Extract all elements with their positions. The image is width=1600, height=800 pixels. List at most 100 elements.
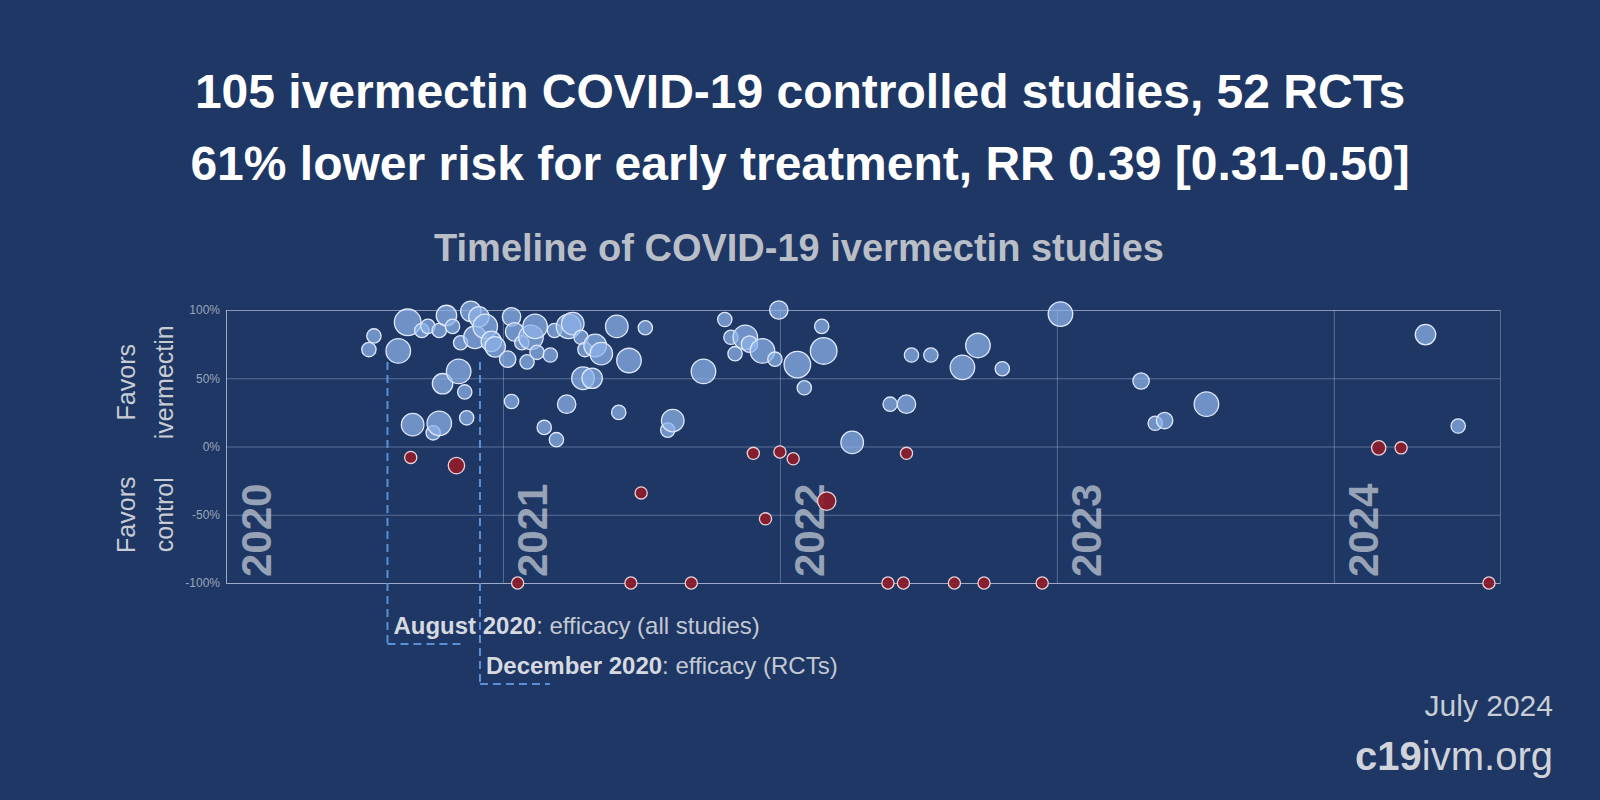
point (612, 405, 626, 419)
point (770, 301, 788, 319)
point (1133, 373, 1149, 389)
annotation-bold: August 2020 (393, 612, 536, 639)
point (924, 348, 938, 362)
grid-line (226, 515, 1500, 516)
point (582, 368, 602, 388)
point (966, 333, 991, 358)
point (685, 577, 697, 589)
point (787, 453, 799, 465)
point (606, 315, 629, 338)
point (815, 319, 829, 333)
point (1372, 441, 1386, 455)
point (897, 577, 909, 589)
point (904, 348, 918, 362)
y-tick: 50% (196, 372, 1500, 386)
y-tick: 100% (189, 303, 1500, 317)
source-part: ivm.org (1422, 734, 1553, 778)
point (537, 420, 551, 434)
axis-label: control (150, 477, 178, 552)
plot (362, 301, 1495, 589)
point (504, 394, 518, 408)
point (448, 457, 464, 473)
axis-label: ivermectin (150, 325, 178, 439)
tick-label: 2023 (1063, 484, 1110, 577)
chart: 105 ivermectin COVID-19 controlled studi… (0, 0, 1600, 800)
point (1048, 302, 1073, 327)
point (401, 413, 424, 436)
point (530, 345, 544, 359)
point (1451, 419, 1465, 433)
axis-label: Favors (112, 477, 140, 553)
point (995, 362, 1009, 376)
x-tick: 2023 (1057, 310, 1110, 583)
axis-line (227, 310, 1501, 584)
title: 61% lower risk for early treatment, RR 0… (190, 137, 1409, 190)
tick-label: 2024 (1340, 483, 1387, 577)
axis-line (227, 311, 1501, 584)
grid-line (226, 310, 227, 583)
annotation-text: : efficacy (all studies) (536, 612, 760, 639)
subtitle: Timeline of COVID-19 ivermectin studies (434, 227, 1164, 269)
point (774, 446, 786, 458)
point (759, 513, 771, 525)
point (1483, 577, 1495, 589)
point (362, 342, 376, 356)
point (543, 348, 557, 362)
annotation: December 2020: efficacy (RCTs) (486, 652, 838, 679)
tick-label: 0% (203, 440, 221, 454)
tick-label: 50% (196, 372, 220, 386)
point (897, 395, 915, 413)
point (883, 397, 897, 411)
point (882, 577, 894, 589)
annotations: August 2020: efficacy (all studies) Decem… (387, 362, 837, 684)
x-tick: 2024 (1334, 310, 1387, 583)
point (549, 433, 563, 447)
annotation-line (386, 362, 388, 644)
point (617, 348, 642, 373)
point (978, 577, 990, 589)
point (948, 577, 960, 589)
point (797, 381, 811, 395)
point (784, 351, 811, 378)
point (1036, 577, 1048, 589)
tick-label: 2020 (233, 484, 280, 577)
title: 105 ivermectin COVID-19 controlled studi… (195, 65, 1405, 118)
grid-line (1334, 310, 1335, 583)
point (499, 351, 515, 367)
x-axis: 20202021202220232024 (227, 310, 1501, 584)
axis-label: Favors (112, 344, 140, 420)
point (590, 342, 613, 365)
y-axis: -100%-50%0%50%100% (185, 303, 1500, 590)
grid-line (226, 378, 1500, 379)
tick-label: 2021 (509, 484, 556, 577)
point (512, 577, 524, 589)
grid-line (226, 310, 1500, 311)
x-tick: 2020 (227, 310, 280, 583)
source: c19ivm.org (1355, 734, 1553, 778)
point (405, 451, 417, 463)
point (557, 395, 575, 413)
tick-label: 100% (189, 303, 220, 317)
point (635, 487, 647, 499)
annotation-bold: December 2020 (486, 652, 662, 679)
point (1415, 324, 1435, 344)
point (841, 431, 864, 454)
point (446, 359, 471, 384)
series (362, 301, 1466, 454)
point (768, 352, 782, 366)
point (1156, 412, 1172, 428)
point (625, 577, 637, 589)
annotation-text: : efficacy (RCTs) (662, 652, 838, 679)
date: July 2024 (1425, 689, 1553, 722)
point (691, 359, 716, 384)
point (523, 314, 548, 339)
point (458, 385, 472, 399)
tick-label: -100% (185, 576, 220, 590)
point (900, 447, 912, 459)
point (818, 492, 836, 510)
source-part: c19 (1355, 734, 1422, 778)
point (460, 411, 474, 425)
series (405, 441, 1495, 589)
point (638, 321, 652, 335)
point (367, 329, 381, 343)
